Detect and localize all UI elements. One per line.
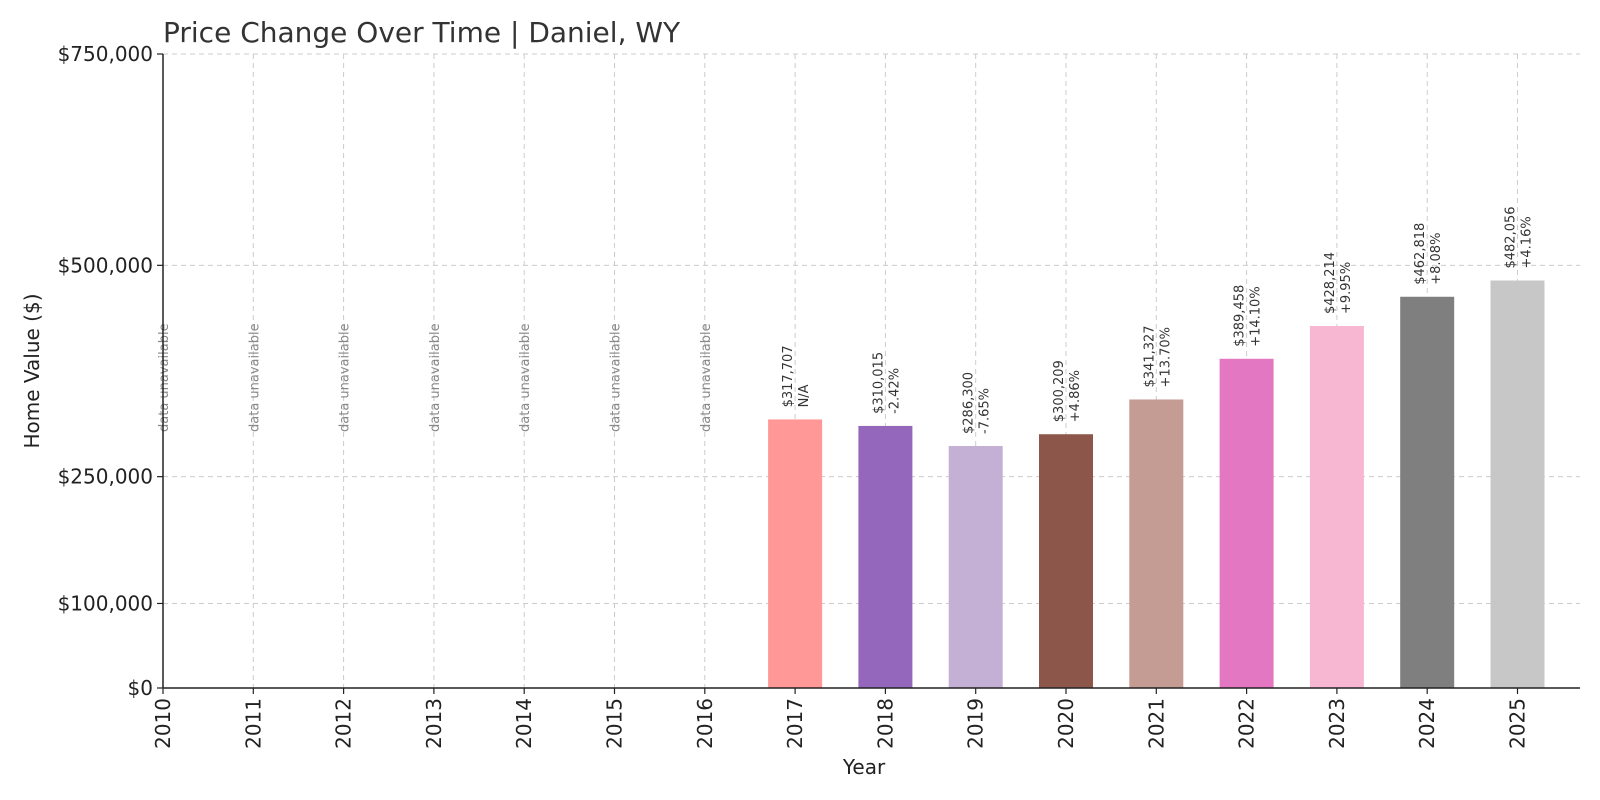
x-tick-label-2021: 2021 <box>1144 698 1168 749</box>
x-tick-label-2012: 2012 <box>332 698 356 749</box>
bar-2019 <box>948 445 1003 688</box>
na-label-2012: data unavailable <box>338 323 353 432</box>
value-label-2020: $300,209 <box>1052 360 1067 422</box>
axes-layer: $0 $100,000 $250,000 $500,000 $750,000 2010 20… <box>58 42 1580 749</box>
bars-layer <box>768 280 1545 688</box>
change-label-2022: +14.10% <box>1249 286 1264 346</box>
x-tick-label-2014: 2014 <box>512 698 536 749</box>
value-label-2017: $317,707 <box>781 345 796 407</box>
value-label-2019: $286,300 <box>962 372 977 434</box>
y-tick-label-4: $750,000 <box>58 42 153 66</box>
value-label-2021: $341,327 <box>1142 325 1157 387</box>
value-label-2018: $310,015 <box>871 352 886 414</box>
x-tick-label-2022: 2022 <box>1235 698 1259 749</box>
y-tick-label-2: $250,000 <box>58 465 153 489</box>
bar-2025 <box>1490 280 1545 688</box>
value-label-2025: $482,056 <box>1504 206 1519 268</box>
x-tick-label-2019: 2019 <box>964 698 988 749</box>
bar-2024 <box>1400 296 1455 688</box>
x-tick-label-2017: 2017 <box>783 698 807 749</box>
na-label-2011: data unavailable <box>247 323 262 432</box>
x-tick-label-2023: 2023 <box>1325 698 1349 749</box>
y-tick-label-1: $100,000 <box>58 591 153 615</box>
x-tick-label-2024: 2024 <box>1415 698 1439 749</box>
change-label-2018: -2.42% <box>887 368 902 414</box>
change-label-2021: +13.70% <box>1158 327 1173 387</box>
x-tick-label-2013: 2013 <box>422 698 446 749</box>
change-label-2019: -7.65% <box>978 388 993 434</box>
x-tick-label-2025: 2025 <box>1506 698 1530 749</box>
value-label-2024: $462,818 <box>1413 223 1428 285</box>
change-label-2017: N/A <box>797 384 812 407</box>
bar-2022 <box>1219 358 1274 688</box>
bar-2021 <box>1129 399 1184 688</box>
y-tick-label-0: $0 <box>128 676 153 700</box>
x-tick-label-2010: 2010 <box>151 698 175 749</box>
value-label-2022: $389,458 <box>1233 285 1248 347</box>
change-label-2025: +4.16% <box>1520 216 1535 268</box>
bar-2023 <box>1309 326 1364 688</box>
x-tick-label-2018: 2018 <box>873 698 897 749</box>
x-axis-label: Year <box>842 755 886 779</box>
change-label-2023: +9.95% <box>1339 262 1354 314</box>
bar-labels-layer: data unavailable data unavailable data una… <box>157 206 1535 434</box>
y-axis-label: Home Value ($) <box>20 293 44 448</box>
na-label-2014: data unavailable <box>518 323 533 432</box>
y-tick-label-3: $500,000 <box>58 253 153 277</box>
x-tick-label-2015: 2015 <box>603 698 627 749</box>
na-label-2013: data unavailable <box>428 323 443 432</box>
value-label-2023: $428,214 <box>1323 252 1338 314</box>
change-label-2024: +8.08% <box>1429 233 1444 285</box>
bar-2020 <box>1039 434 1093 688</box>
change-label-2020: +4.86% <box>1068 370 1083 422</box>
na-label-2010: data unavailable <box>157 323 172 432</box>
bar-2017 <box>768 419 823 688</box>
x-tick-label-2011: 2011 <box>241 698 265 749</box>
bar-2018 <box>858 425 913 688</box>
na-label-2015: data unavailable <box>609 323 624 432</box>
x-tick-label-2020: 2020 <box>1054 698 1078 749</box>
chart-title: Price Change Over Time | Daniel, WY <box>163 16 681 49</box>
na-label-2016: data unavailable <box>699 323 714 432</box>
x-tick-label-2016: 2016 <box>693 698 717 749</box>
